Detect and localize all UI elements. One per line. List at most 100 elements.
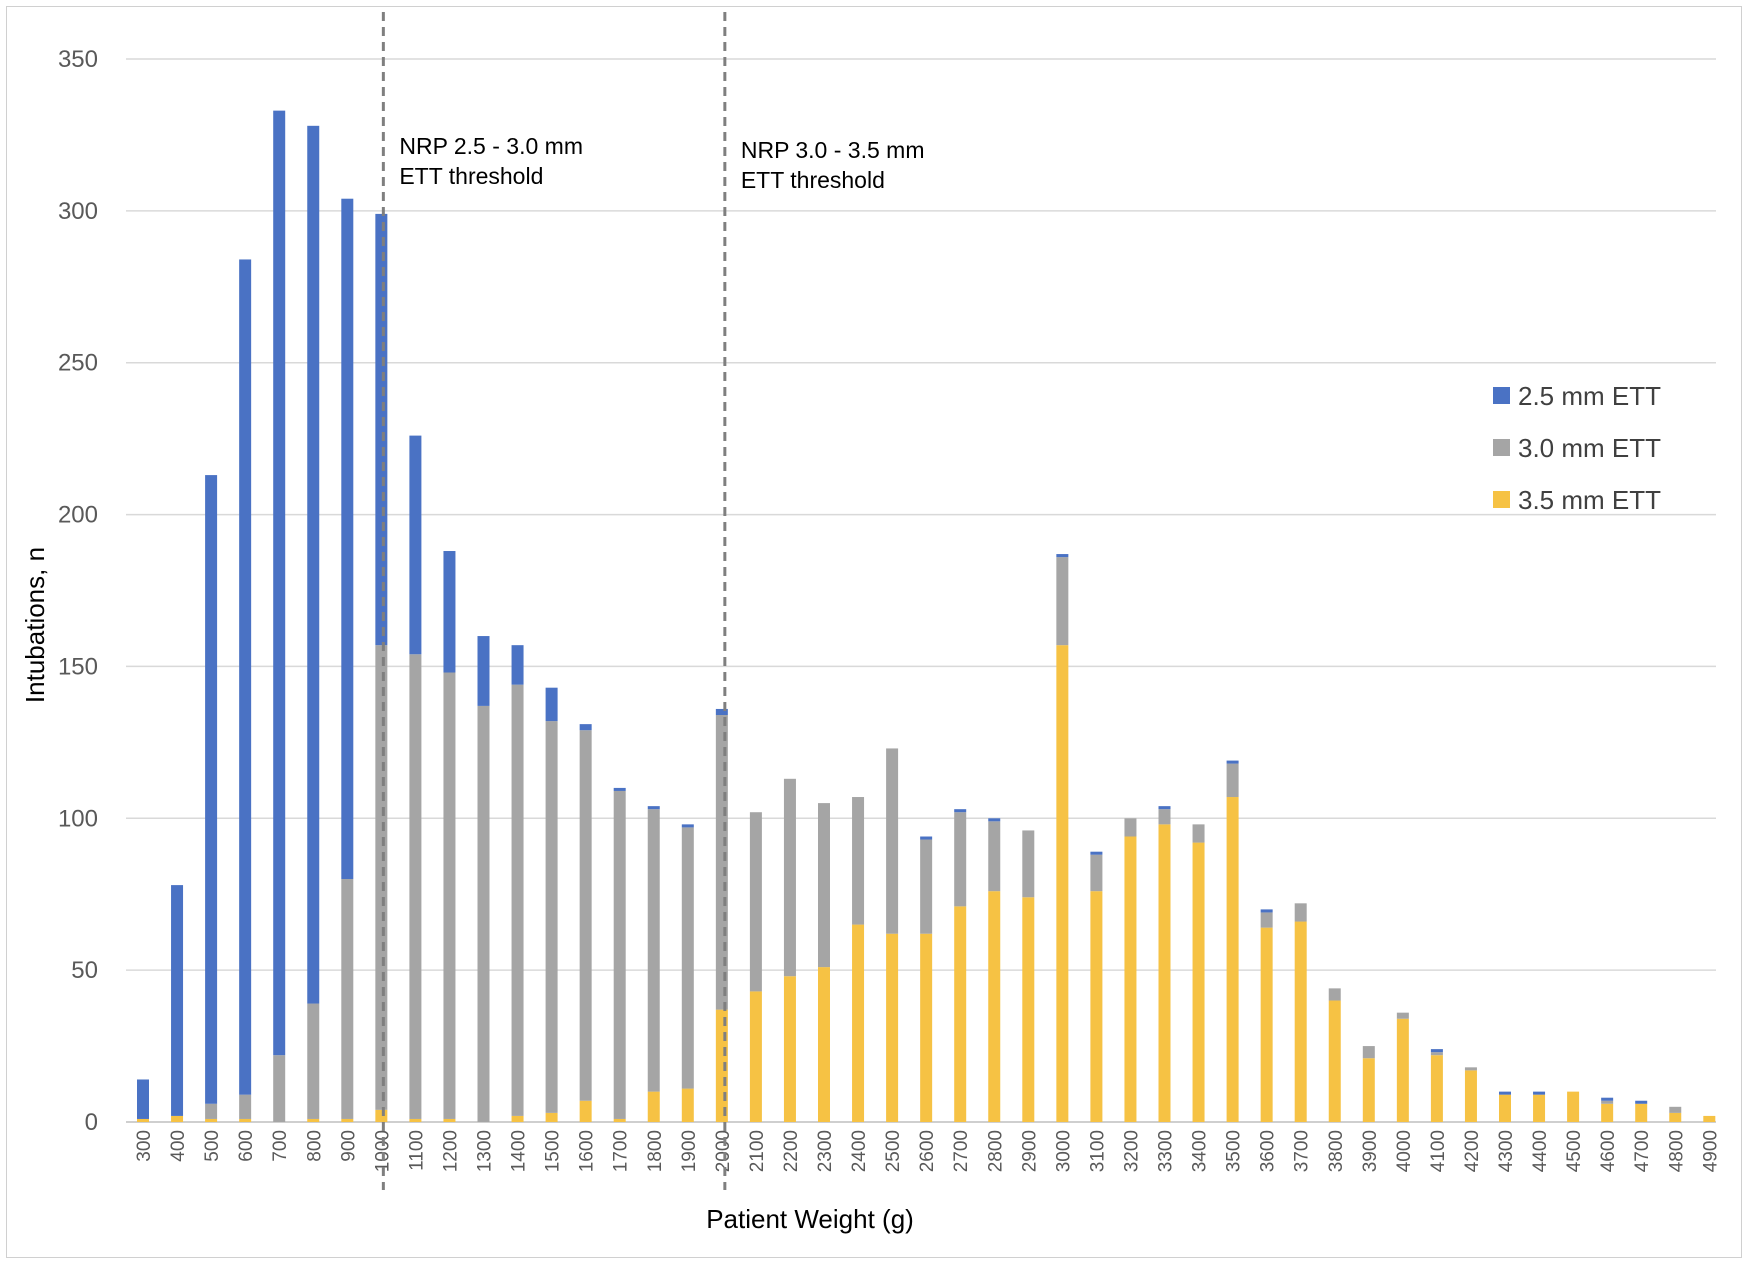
x-tick-label: 4800	[1666, 1130, 1687, 1172]
x-tick-label: 3400	[1190, 1130, 1211, 1172]
bar-300-35mmETT	[137, 1118, 149, 1122]
y-tick-label: 100	[58, 805, 98, 832]
bar-1800-30mmETT	[647, 809, 660, 1092]
bar-600-30mmETT	[239, 1094, 252, 1119]
bar-1700-35mmETT	[613, 1118, 626, 1122]
x-tick-label: 2400	[849, 1130, 870, 1172]
x-tick-label: 300	[134, 1130, 155, 1162]
x-tick-label: 3100	[1087, 1130, 1108, 1172]
x-tick-label: 3900	[1360, 1130, 1381, 1172]
bar-1800-25mmETT	[647, 806, 660, 810]
x-tick-label: 2600	[917, 1130, 938, 1172]
threshold-lines: NRP 2.5 - 3.0 mm ETT threshold NRP 3.0 - 3…	[381, 12, 924, 1190]
bar-3300-35mmETT	[1158, 824, 1171, 1122]
x-tick-label: 1000	[372, 1130, 393, 1172]
bar-3200-30mmETT	[1124, 818, 1137, 837]
threshold-label-2000-line2: ETT threshold	[741, 167, 885, 193]
bar-1100-25mmETT	[409, 435, 422, 655]
bar-2500-30mmETT	[886, 748, 899, 934]
bar-1700-25mmETT	[613, 787, 626, 791]
bar-500-35mmETT	[205, 1118, 218, 1122]
bar-1100-35mmETT	[409, 1118, 422, 1122]
x-tick-label: 3700	[1292, 1130, 1313, 1172]
bar-500-30mmETT	[205, 1103, 218, 1119]
legend-swatch	[1493, 387, 1510, 404]
x-tick-label: 4000	[1394, 1130, 1415, 1172]
bar-1500-25mmETT	[545, 687, 558, 722]
bar-1600-35mmETT	[579, 1100, 592, 1122]
y-axis-title: Intubations, n	[20, 547, 50, 703]
x-axis-ticks: 300 400 500 600 700 800 900 1000 1100 1200 1300 140…	[134, 1130, 1721, 1172]
x-tick-label: 2800	[985, 1130, 1006, 1172]
bar-4400-35mmETT	[1533, 1094, 1546, 1122]
y-tick-label: 200	[58, 502, 98, 529]
bar-4800-35mmETT	[1669, 1112, 1682, 1122]
bar-1400-30mmETT	[511, 684, 524, 1116]
bar-4100-30mmETT	[1430, 1052, 1443, 1056]
bar-1900-35mmETT	[681, 1088, 694, 1122]
bar-1000-35mmETT	[375, 1109, 388, 1122]
x-tick-label: 2900	[1019, 1130, 1040, 1172]
y-tick-label: 250	[58, 350, 98, 377]
legend-label: 2.5 mm ETT	[1518, 381, 1661, 411]
bar-2000-25mmETT	[715, 708, 728, 716]
bar-1300-30mmETT	[477, 705, 490, 1122]
bar-3000-35mmETT	[1056, 645, 1069, 1122]
bar-700-30mmETT	[273, 1055, 286, 1122]
x-tick-label: 4300	[1496, 1130, 1517, 1172]
bar-2600-35mmETT	[920, 933, 933, 1122]
bar-1400-25mmETT	[511, 645, 524, 685]
bar-4600-35mmETT	[1601, 1103, 1614, 1122]
bar-1200-25mmETT	[443, 551, 456, 673]
bar-3900-35mmETT	[1362, 1058, 1375, 1122]
x-tick-label: 700	[270, 1130, 291, 1162]
x-tick-label: 1800	[645, 1130, 666, 1172]
bar-1900-30mmETT	[681, 827, 694, 1089]
bar-2700-30mmETT	[954, 812, 967, 907]
bar-300-25mmETT	[137, 1079, 149, 1119]
x-tick-label: 2200	[781, 1130, 802, 1172]
bar-2100-35mmETT	[749, 991, 762, 1122]
bar-4500-35mmETT	[1567, 1091, 1580, 1122]
bar-2800-25mmETT	[988, 818, 1001, 822]
bar-3000-30mmETT	[1056, 557, 1069, 646]
bar-4800-30mmETT	[1669, 1106, 1682, 1113]
x-tick-label: 4900	[1700, 1130, 1721, 1172]
y-tick-label: 350	[58, 46, 98, 73]
x-tick-label: 1200	[440, 1130, 461, 1172]
bar-1300-25mmETT	[477, 636, 490, 706]
bar-2400-35mmETT	[852, 924, 865, 1122]
bar-1100-30mmETT	[409, 654, 422, 1119]
bar-3100-35mmETT	[1090, 891, 1103, 1122]
x-tick-label: 3000	[1053, 1130, 1074, 1172]
bar-2100-30mmETT	[749, 812, 762, 992]
x-tick-label: 1300	[475, 1130, 496, 1172]
bar-1600-25mmETT	[579, 724, 592, 731]
bar-3000-25mmETT	[1056, 554, 1069, 558]
bar-2900-30mmETT	[1022, 830, 1035, 898]
x-tick-label: 2000	[713, 1130, 734, 1172]
x-tick-label: 2300	[815, 1130, 836, 1172]
x-tick-label: 600	[236, 1130, 257, 1162]
bar-1800-35mmETT	[647, 1091, 660, 1122]
bar-800-35mmETT	[307, 1118, 320, 1122]
bar-4200-35mmETT	[1464, 1070, 1477, 1122]
chart-frame	[6, 6, 1742, 1258]
x-tick-label: 1700	[611, 1130, 632, 1172]
bar-1400-35mmETT	[511, 1115, 524, 1122]
legend-swatch	[1493, 439, 1510, 456]
y-tick-label: 50	[71, 957, 98, 984]
bar-400-25mmETT	[171, 885, 184, 1116]
bar-1600-30mmETT	[579, 730, 592, 1101]
x-tick-label: 3500	[1224, 1130, 1245, 1172]
x-tick-label: 4500	[1564, 1130, 1585, 1172]
bar-3200-35mmETT	[1124, 836, 1137, 1122]
x-tick-label: 1900	[679, 1130, 700, 1172]
bar-4600-30mmETT	[1601, 1100, 1614, 1104]
x-tick-label: 900	[338, 1130, 359, 1162]
bar-3600-35mmETT	[1260, 927, 1273, 1122]
bar-3800-30mmETT	[1328, 988, 1341, 1001]
x-tick-label: 2500	[883, 1130, 904, 1172]
bar-4200-30mmETT	[1464, 1067, 1477, 1071]
